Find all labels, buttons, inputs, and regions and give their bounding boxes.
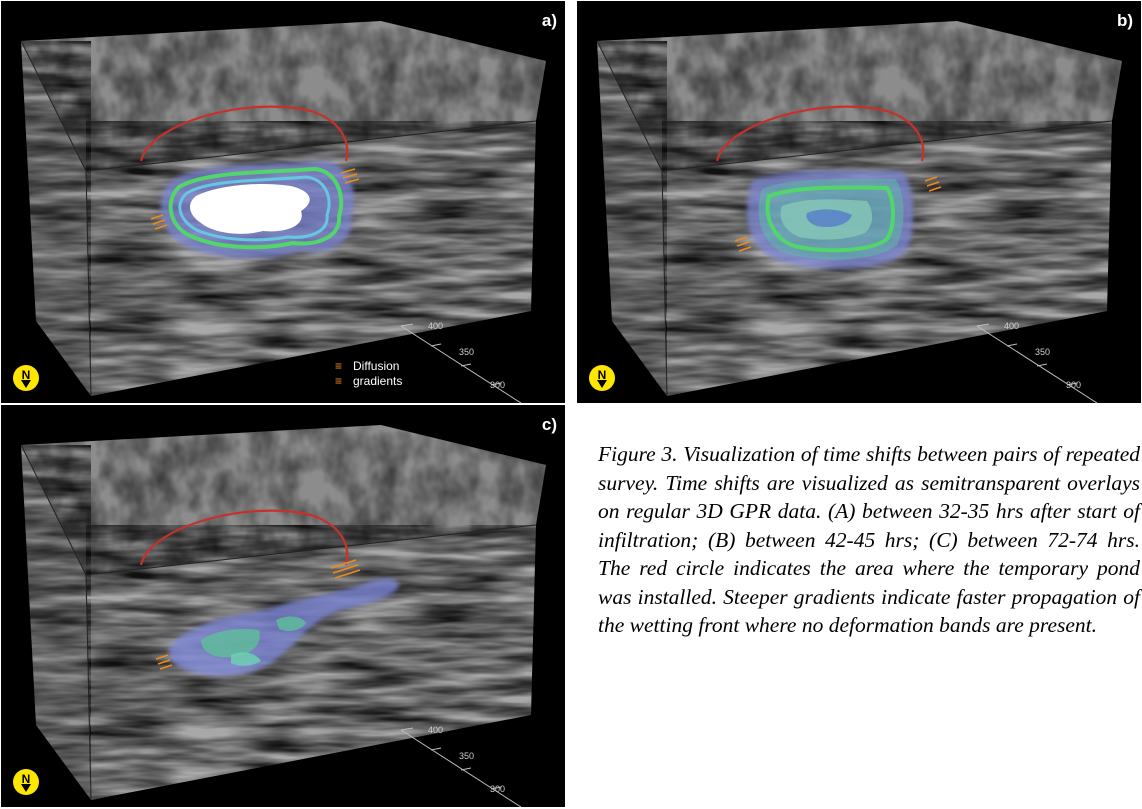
diffusion-arrow-icon: ≡ <box>335 374 342 388</box>
tick-label: 300 <box>1066 380 1082 390</box>
gpr-volume-b <box>596 21 1122 403</box>
north-arrow-icon: N <box>589 365 615 391</box>
tick-label: 350 <box>1035 347 1051 357</box>
timeshift-overlay-c <box>168 578 399 676</box>
north-arrow-icon: N <box>13 769 39 795</box>
gpr-volume-a <box>20 21 546 403</box>
panel-a: 400 350 300 a) N ≡ Diffusion ≡ gradients <box>1 1 565 403</box>
panel-c: 400 350 300 c) N <box>1 405 565 807</box>
tick-label: 350 <box>459 751 475 761</box>
tick-label: 300 <box>490 380 506 390</box>
pond-circle <box>139 509 349 566</box>
saturated-zone <box>189 184 310 234</box>
diffusion-arrows <box>734 176 942 252</box>
panel-label: c) <box>541 415 557 434</box>
timeshift-overlay-b <box>746 170 914 269</box>
diffusion-arrows <box>150 168 360 230</box>
legend-line-2: gradients <box>353 374 403 388</box>
timeshift-overlay-a <box>160 160 355 259</box>
gpr-volume-c <box>20 425 546 807</box>
pond-circle <box>139 105 349 162</box>
panel-label: a) <box>541 11 557 30</box>
diffusion-arrows <box>155 559 361 670</box>
diffusion-arrow-icon: ≡ <box>335 359 342 373</box>
tick-label: 300 <box>490 784 506 794</box>
panel-b: 400 350 300 b) N <box>577 1 1141 403</box>
tick-label: 400 <box>1004 321 1020 331</box>
legend-line-1: Diffusion <box>353 359 400 373</box>
tick-label: 350 <box>459 347 475 357</box>
figure-caption: Figure 3. Visualization of time shifts b… <box>598 442 1140 637</box>
north-arrow-icon: N <box>13 365 39 391</box>
pond-circle <box>715 105 925 162</box>
tick-label: 400 <box>428 321 444 331</box>
tick-label: 400 <box>428 725 444 735</box>
panel-label: b) <box>1116 11 1133 30</box>
legend: ≡ Diffusion ≡ gradients <box>335 359 402 389</box>
